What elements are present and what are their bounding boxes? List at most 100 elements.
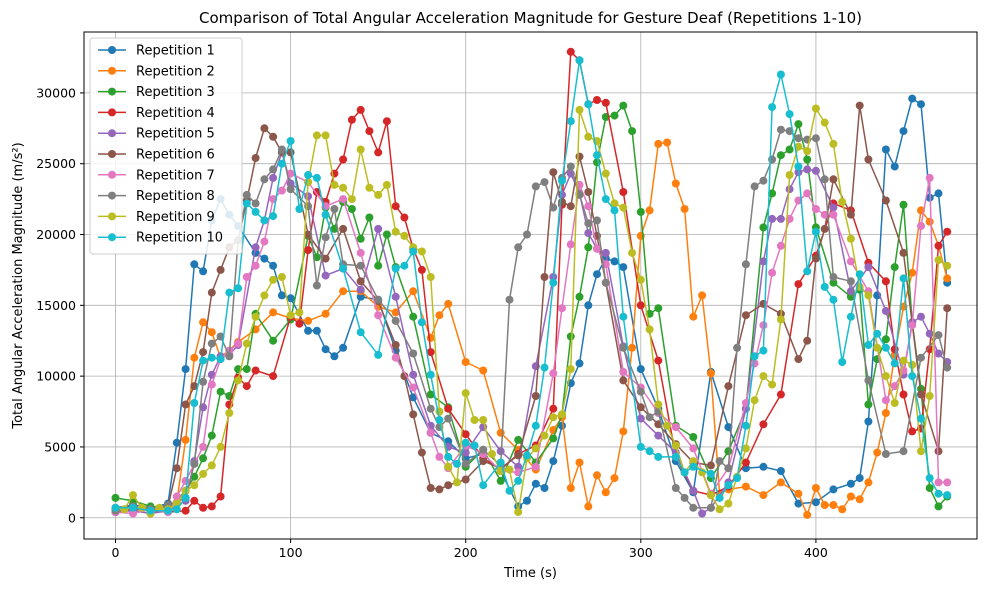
data-point — [566, 484, 575, 492]
data-point — [199, 348, 208, 357]
data-point — [829, 139, 838, 148]
data-point — [610, 206, 619, 215]
data-point — [593, 151, 601, 160]
y-tick-label: 20000 — [36, 227, 76, 242]
data-point — [724, 382, 733, 391]
data-point — [199, 267, 208, 276]
data-point — [111, 493, 120, 502]
data-point — [365, 183, 374, 192]
data-point — [374, 350, 383, 359]
data-point — [199, 503, 208, 512]
legend-item: Repetition 8 — [98, 189, 215, 204]
data-point — [785, 110, 794, 119]
data-point — [776, 315, 785, 324]
data-point — [391, 264, 400, 273]
data-point — [820, 224, 829, 233]
data-point — [514, 451, 523, 460]
data-point — [671, 179, 680, 188]
legend-item: Repetition 6 — [98, 148, 215, 163]
data-point — [426, 370, 435, 379]
data-point — [575, 292, 584, 301]
legend-box — [89, 37, 243, 255]
x-tick-label: 200 — [454, 545, 478, 560]
data-point — [549, 203, 558, 212]
legend-item: Repetition 4 — [98, 106, 215, 121]
data-point — [444, 299, 453, 308]
legend-label: Repetition 2 — [136, 64, 215, 79]
data-point — [356, 292, 365, 301]
data-point — [382, 180, 391, 189]
data-point — [505, 465, 514, 474]
data-point — [636, 365, 645, 374]
legend-label: Repetition 5 — [136, 127, 215, 142]
data-point — [768, 189, 777, 198]
data-point — [277, 273, 286, 281]
data-point — [645, 447, 654, 456]
series-10 — [111, 56, 952, 515]
data-point — [741, 421, 750, 430]
data-point — [759, 223, 768, 232]
data-point — [601, 278, 610, 287]
plot-frame — [83, 31, 978, 540]
data-point — [829, 485, 838, 494]
data-point — [811, 205, 820, 213]
data-point — [794, 280, 803, 289]
data-point — [172, 464, 181, 473]
data-point — [654, 431, 663, 440]
data-point — [864, 263, 873, 272]
data-point — [269, 212, 278, 221]
data-point — [645, 413, 654, 422]
data-point — [531, 421, 540, 430]
data-point — [391, 341, 400, 349]
data-point — [470, 441, 479, 450]
data-point — [260, 254, 269, 263]
legend-label: Repetition 7 — [136, 168, 215, 183]
data-point — [741, 311, 750, 320]
data-point — [925, 392, 934, 400]
data-point — [759, 420, 768, 429]
data-point — [593, 216, 601, 225]
data-point — [260, 216, 269, 225]
data-point — [619, 203, 628, 212]
data-point — [584, 100, 593, 109]
data-point — [312, 253, 321, 262]
data-point — [899, 356, 908, 365]
data-point — [899, 248, 908, 257]
data-point — [873, 448, 882, 457]
data-point — [286, 294, 295, 303]
data-point — [286, 185, 295, 194]
data-point — [575, 190, 584, 199]
data-point — [881, 145, 890, 154]
data-point — [890, 382, 899, 391]
data-point — [417, 247, 426, 256]
data-point — [698, 509, 707, 518]
data-point — [741, 482, 750, 491]
data-point — [172, 438, 181, 447]
data-point — [619, 188, 628, 196]
data-point — [286, 137, 295, 145]
data-point — [566, 162, 575, 171]
data-point — [347, 205, 356, 213]
data-point — [680, 493, 689, 502]
data-point — [610, 199, 619, 208]
data-point — [881, 335, 890, 344]
data-point — [803, 510, 812, 519]
data-point — [356, 248, 365, 257]
data-point — [216, 387, 225, 396]
data-point — [330, 205, 339, 213]
data-point — [829, 295, 838, 304]
data-point — [181, 365, 190, 374]
data-point — [321, 345, 330, 354]
data-point — [820, 118, 829, 127]
data-point — [339, 155, 348, 164]
data-point — [417, 448, 426, 457]
data-point — [479, 445, 488, 454]
data-point — [846, 479, 855, 488]
data-point — [899, 127, 908, 136]
data-point — [444, 452, 453, 461]
data-point — [689, 457, 698, 466]
data-point — [794, 355, 803, 364]
data-point — [846, 234, 855, 243]
data-point — [934, 331, 943, 340]
data-point — [864, 341, 873, 349]
